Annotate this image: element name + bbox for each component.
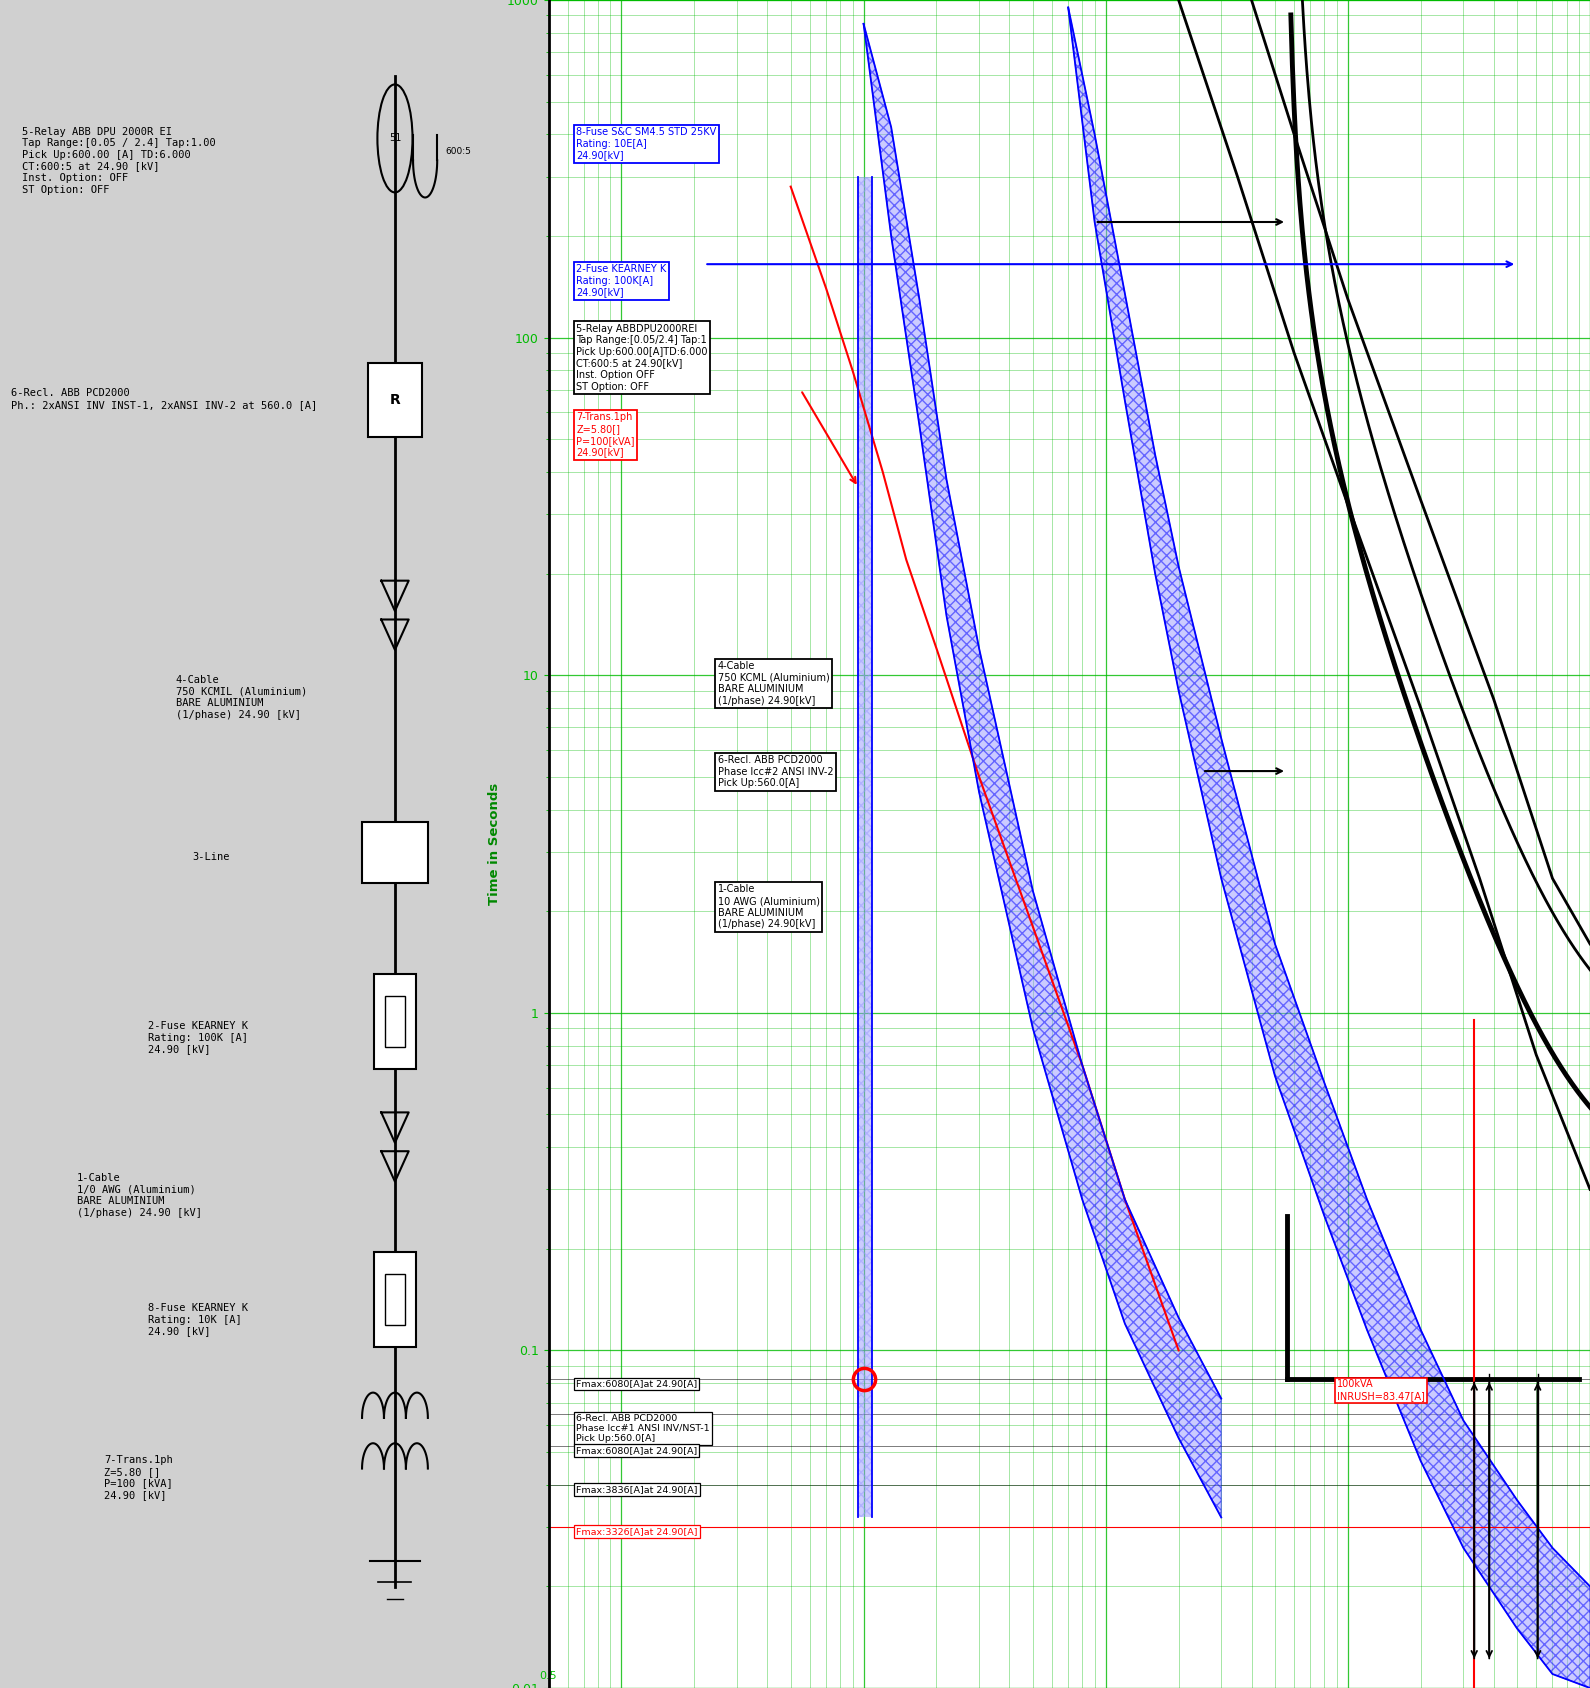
Text: R: R bbox=[390, 393, 401, 407]
Text: 6-Recl. ABB PCD2000
Ph.: 2xANSI INV INST-1, 2xANSI INV-2 at 560.0 [A]: 6-Recl. ABB PCD2000 Ph.: 2xANSI INV INST… bbox=[11, 388, 318, 410]
Text: 2-Fuse KEARNEY K
Rating: 100K[A]
24.90[kV]: 2-Fuse KEARNEY K Rating: 100K[A] 24.90[k… bbox=[576, 265, 666, 297]
Text: 5-Relay ABBDPU2000REI
Tap Range:[0.05/2.4] Tap:1
Pick Up:600.00[A]TD:6.000
CT:60: 5-Relay ABBDPU2000REI Tap Range:[0.05/2.… bbox=[576, 324, 708, 392]
Text: Fmax:6080[A]at 24.90[A]: Fmax:6080[A]at 24.90[A] bbox=[576, 1379, 698, 1389]
Text: Fmax:6080[A]at 24.90[A]: Fmax:6080[A]at 24.90[A] bbox=[576, 1447, 698, 1455]
Text: Fmax:3836[A]at 24.90[A]: Fmax:3836[A]at 24.90[A] bbox=[576, 1485, 698, 1494]
Text: 3-Line: 3-Line bbox=[192, 852, 229, 863]
Text: 1-Cable
1/0 AWG (Aluminium)
BARE ALUMINIUM
(1/phase) 24.90 [kV]: 1-Cable 1/0 AWG (Aluminium) BARE ALUMINI… bbox=[76, 1173, 202, 1219]
Text: 6-Recl. ABB PCD2000
Phase lcc#1 ANSI INV/NST-1
Pick Up:560.0[A]: 6-Recl. ABB PCD2000 Phase lcc#1 ANSI INV… bbox=[576, 1413, 709, 1443]
Y-axis label: Time in Seconds: Time in Seconds bbox=[488, 783, 501, 905]
Text: 5-Relay ABB DPU 2000R EI
Tap Range:[0.05 / 2.4] Tap:1.00
Pick Up:600.00 [A] TD:6: 5-Relay ABB DPU 2000R EI Tap Range:[0.05… bbox=[22, 127, 216, 194]
FancyBboxPatch shape bbox=[374, 1252, 417, 1347]
Polygon shape bbox=[863, 24, 1221, 1518]
Text: 7-Trans.1ph
Z=5.80[]
P=100[kVA]
24.90[kV]: 7-Trans.1ph Z=5.80[] P=100[kVA] 24.90[kV… bbox=[576, 412, 634, 457]
Text: 8-Fuse KEARNEY K
Rating: 10K [A]
24.90 [kV]: 8-Fuse KEARNEY K Rating: 10K [A] 24.90 [… bbox=[148, 1303, 248, 1337]
FancyBboxPatch shape bbox=[385, 996, 405, 1047]
FancyBboxPatch shape bbox=[367, 363, 423, 437]
FancyBboxPatch shape bbox=[363, 822, 428, 883]
FancyBboxPatch shape bbox=[385, 1274, 405, 1325]
Text: 51: 51 bbox=[390, 133, 401, 143]
Text: 100kVA
INRUSH=83.47[A]: 100kVA INRUSH=83.47[A] bbox=[1337, 1379, 1425, 1401]
Text: 4-Cable
750 KCMIL (Aluminium)
BARE ALUMINIUM
(1/phase) 24.90 [kV]: 4-Cable 750 KCMIL (Aluminium) BARE ALUMI… bbox=[175, 675, 307, 721]
Text: 2-Fuse KEARNEY K
Rating: 100K [A]
24.90 [kV]: 2-Fuse KEARNEY K Rating: 100K [A] 24.90 … bbox=[148, 1021, 248, 1055]
Text: 6-Recl. ABB PCD2000
Phase lcc#2 ANSI INV-2
Pick Up:560.0[A]: 6-Recl. ABB PCD2000 Phase lcc#2 ANSI INV… bbox=[717, 755, 833, 788]
Text: 4-Cable
750 KCML (Aluminium)
BARE ALUMINIUM
(1/phase) 24.90[kV]: 4-Cable 750 KCML (Aluminium) BARE ALUMIN… bbox=[717, 662, 830, 706]
Text: 1-Cable
10 AWG (Aluminium)
BARE ALUMINIUM
(1/phase) 24.90[kV]: 1-Cable 10 AWG (Aluminium) BARE ALUMINIU… bbox=[717, 885, 820, 928]
Text: 8-Fuse S&C SM4.5 STD 25KV
Rating: 10E[A]
24.90[kV]: 8-Fuse S&C SM4.5 STD 25KV Rating: 10E[A]… bbox=[576, 127, 717, 160]
Text: 600:5: 600:5 bbox=[445, 147, 471, 157]
Polygon shape bbox=[1068, 7, 1590, 1688]
Text: Fmax:3326[A]at 24.90[A]: Fmax:3326[A]at 24.90[A] bbox=[576, 1528, 698, 1536]
Text: 7-Trans.1ph
Z=5.80 []
P=100 [kVA]
24.90 [kV]: 7-Trans.1ph Z=5.80 [] P=100 [kVA] 24.90 … bbox=[105, 1455, 173, 1501]
Text: 0.5: 0.5 bbox=[539, 1671, 558, 1681]
FancyBboxPatch shape bbox=[374, 974, 417, 1069]
